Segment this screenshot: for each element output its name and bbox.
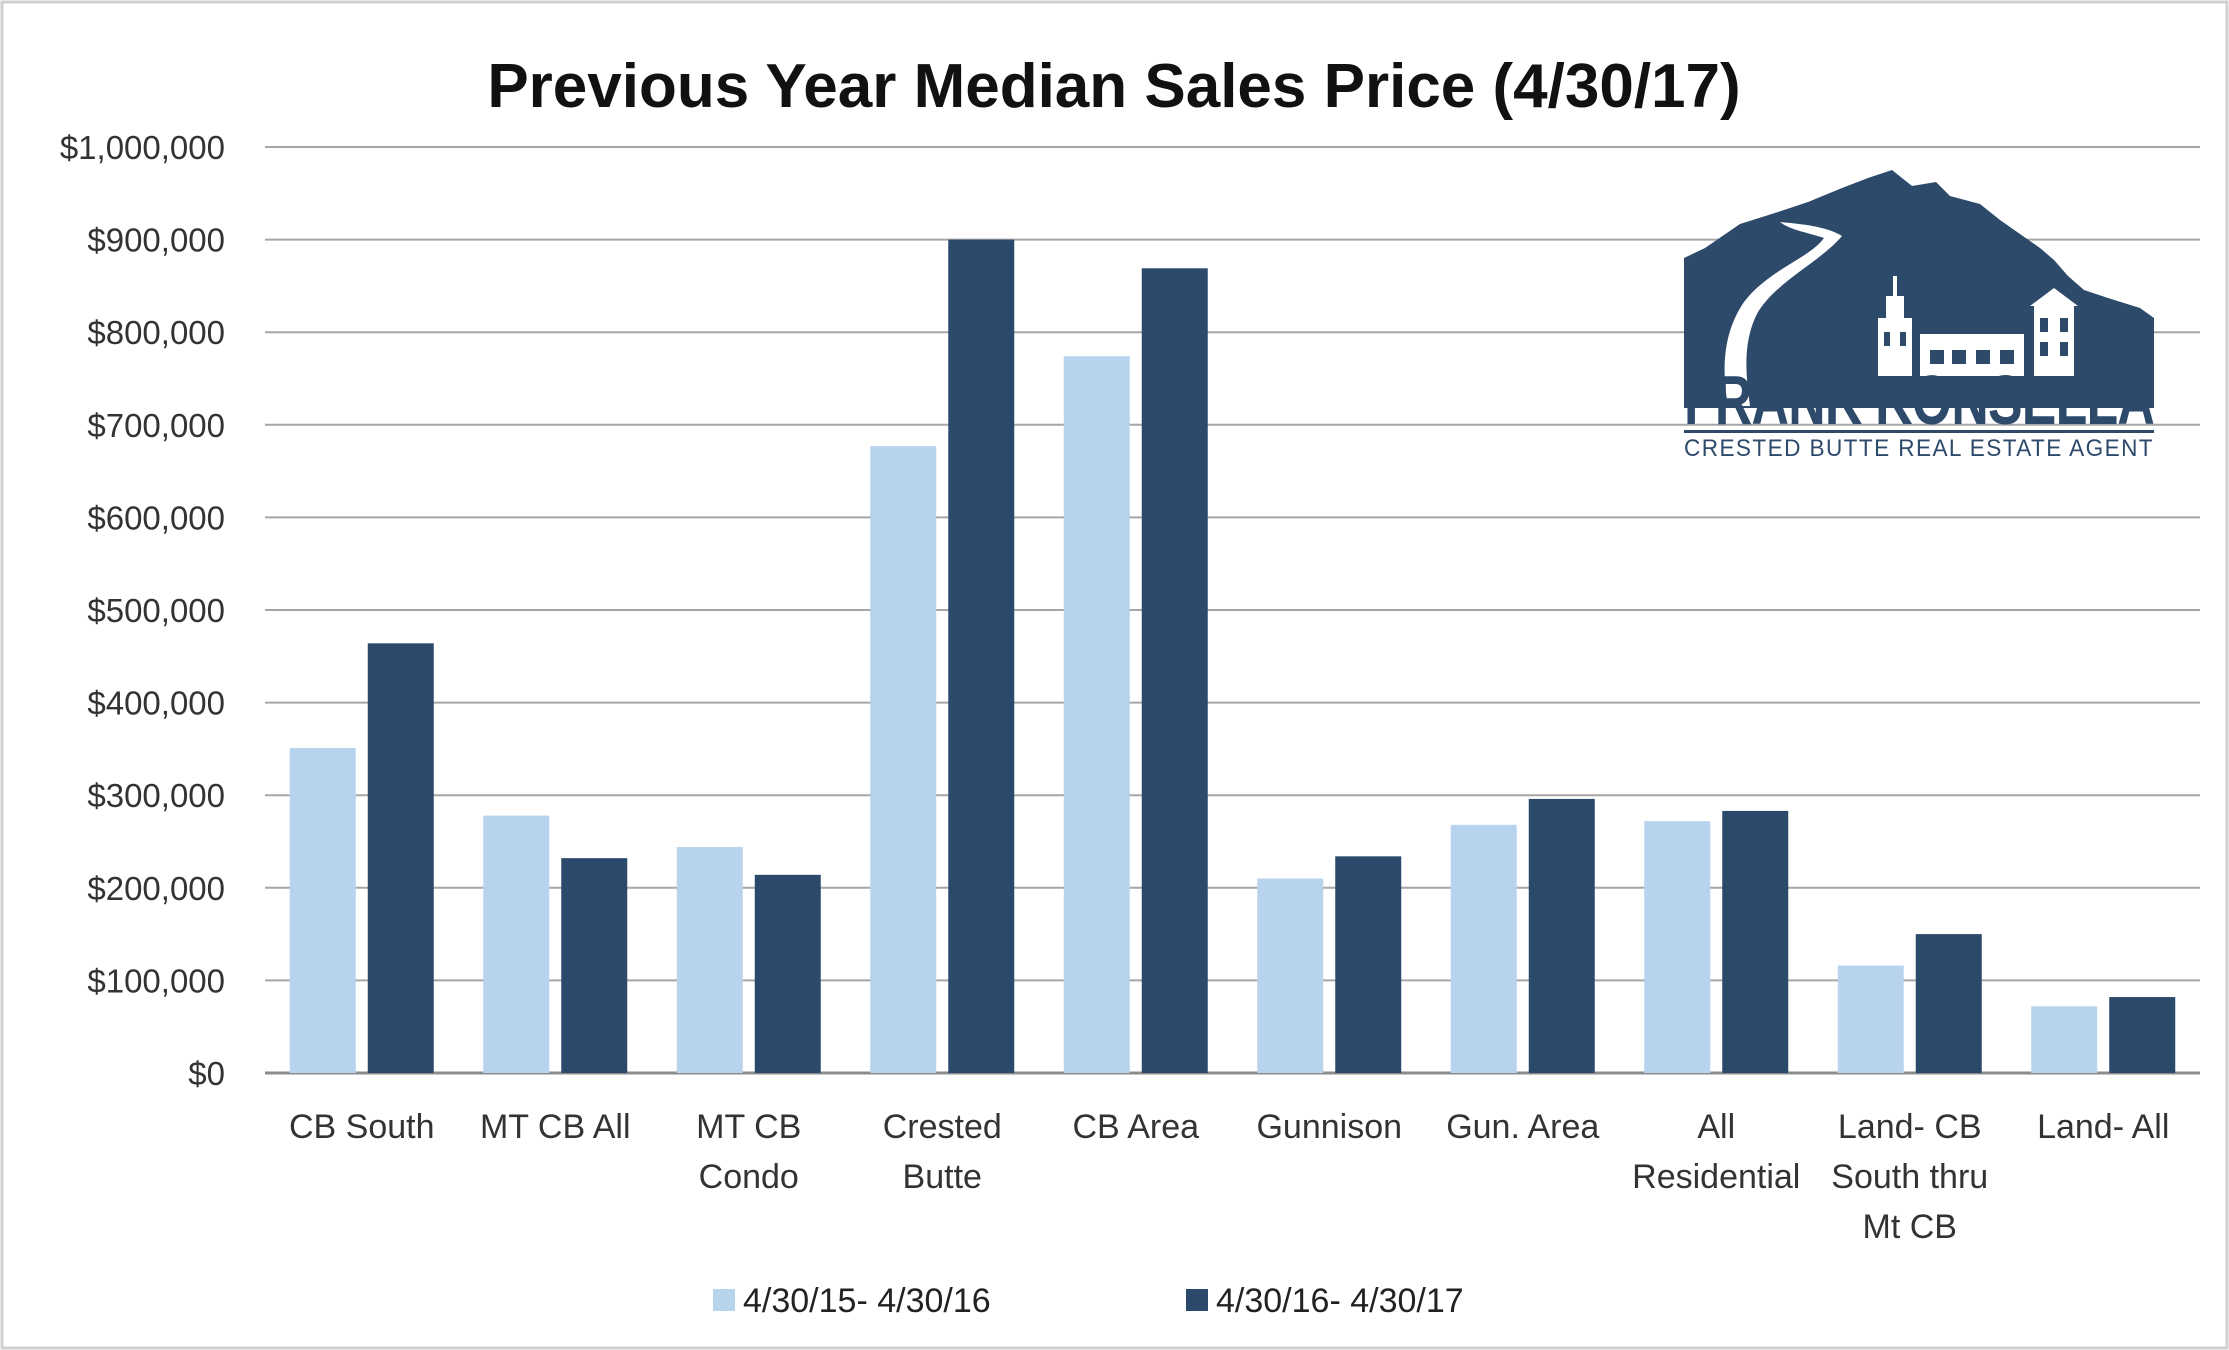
y-tick-label: $800,000 xyxy=(87,314,225,351)
y-tick-label: $1,000,000 xyxy=(60,129,225,166)
bar-series2 xyxy=(561,858,628,1073)
x-tick-label: Butte xyxy=(903,1158,982,1196)
bars xyxy=(289,239,2176,1074)
y-tick-label: $700,000 xyxy=(87,407,225,444)
y-tick-label: $200,000 xyxy=(87,870,225,907)
y-tick-label: $900,000 xyxy=(87,222,225,259)
bar-series1 xyxy=(483,815,550,1073)
logo-divider xyxy=(1684,430,2154,433)
legend-swatch xyxy=(713,1289,735,1311)
bar-series2 xyxy=(1335,856,1402,1073)
x-tick-label: Residential xyxy=(1632,1158,1800,1196)
x-tick-label: Land- CB xyxy=(1838,1108,1982,1146)
bar-series1 xyxy=(1450,824,1517,1073)
x-tick-label: South thru xyxy=(1831,1158,1988,1196)
bar-series2 xyxy=(2109,997,2176,1073)
legend-label: 4/30/16- 4/30/17 xyxy=(1216,1282,1464,1320)
y-tick-label: $100,000 xyxy=(87,962,225,999)
bar-series1 xyxy=(676,847,743,1073)
x-tick-label: Gun. Area xyxy=(1446,1108,1599,1146)
x-tick-label: All xyxy=(1697,1108,1735,1146)
y-tick-label: $0 xyxy=(188,1055,225,1092)
y-tick-label: $600,000 xyxy=(87,499,225,536)
bar-series1 xyxy=(870,446,937,1073)
bar-series2 xyxy=(1528,798,1595,1073)
y-tick-label: $400,000 xyxy=(87,685,225,722)
bar-series1 xyxy=(1257,878,1324,1073)
bar-series2 xyxy=(754,874,821,1073)
bar-series2 xyxy=(367,643,434,1073)
bar-series1 xyxy=(289,747,356,1073)
x-tick-label: Crested xyxy=(883,1108,1002,1146)
mountain-town-logo-icon xyxy=(1684,170,2154,408)
x-tick-label: MT CB All xyxy=(480,1108,631,1146)
frank-konsella-logo: FRANK KONSELLA CRESTED BUTTE REAL ESTATE… xyxy=(1684,170,2155,462)
logo-tagline: CRESTED BUTTE REAL ESTATE AGENT xyxy=(1684,435,2154,462)
y-axis: $0 $100,000 $200,000 $300,000 $400,000 $500,0… xyxy=(60,129,225,1092)
bar-series1 xyxy=(1644,821,1711,1073)
y-tick-label: $300,000 xyxy=(87,777,225,814)
y-tick-label: $500,000 xyxy=(87,592,225,629)
x-tick-label: CB Area xyxy=(1072,1108,1199,1146)
legend-label: 4/30/15- 4/30/16 xyxy=(743,1282,991,1320)
bar-series1 xyxy=(2031,1006,2098,1073)
bar-series2 xyxy=(1141,268,1208,1073)
bar-series2 xyxy=(948,239,1015,1074)
legend: 4/30/15- 4/30/16 4/30/16- 4/30/17 xyxy=(713,1282,1464,1320)
chart-title: Previous Year Median Sales Price (4/30/1… xyxy=(487,52,1740,121)
bar-series2 xyxy=(1722,810,1789,1073)
legend-swatch xyxy=(1186,1289,1208,1311)
x-axis: CB South MT CB All MT CB Condo Crested Butte C… xyxy=(289,1108,2169,1246)
x-tick-label: Land- All xyxy=(2037,1108,2169,1146)
x-tick-label: Gunnison xyxy=(1256,1108,1402,1146)
bar-series1 xyxy=(1063,356,1130,1073)
bar-series1 xyxy=(1837,965,1904,1073)
x-tick-label: Condo xyxy=(699,1158,799,1196)
x-tick-label: CB South xyxy=(289,1108,435,1146)
logo-name: FRANK KONSELLA xyxy=(1684,361,2154,439)
x-tick-label: MT CB xyxy=(696,1108,801,1146)
x-tick-label: Mt CB xyxy=(1863,1208,1957,1246)
bar-series2 xyxy=(1915,934,1982,1073)
